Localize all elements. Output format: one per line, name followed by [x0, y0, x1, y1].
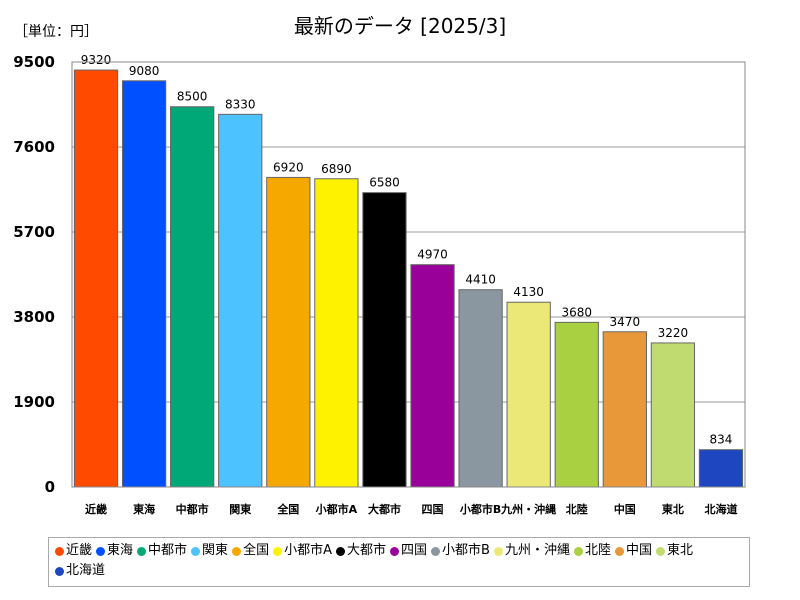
legend-label: 四国	[401, 543, 428, 558]
legend-item: 中都市	[137, 541, 187, 561]
x-tick-label: 関東	[229, 502, 252, 516]
legend-dot	[390, 546, 399, 556]
x-tick-label: 小都市A	[315, 502, 358, 516]
legend-label: 東海	[107, 543, 134, 558]
legend-label: 中国	[625, 543, 652, 558]
x-axis-ticks: 近畿 東海 中都市 関東 全国 小都市A 大都市 四国 小都市B 九州・沖縄 北陸 中国 東北 北海道	[85, 502, 737, 516]
y-tick-label: 3800	[13, 308, 55, 326]
legend-label: 小都市B	[442, 543, 490, 558]
legend-item: 北陸	[573, 541, 611, 561]
bar	[314, 178, 359, 488]
legend-item: 東北	[655, 541, 693, 561]
legend-label: 関東	[202, 543, 229, 558]
bar	[506, 301, 551, 488]
x-tick-label: 中都市	[176, 502, 209, 516]
bar	[73, 69, 119, 488]
legend: 近畿 東海 中都市 関東 全国 小都市A 大都市 四国 小都市B 九州・沖縄 北陸 中国 東北北海道	[48, 537, 750, 587]
legend-dot	[55, 566, 64, 576]
y-tick-label: 7600	[13, 138, 55, 156]
legend-label: 九州・沖縄	[504, 543, 570, 558]
y-tick-label: 1900	[13, 393, 55, 411]
data-label: 834	[710, 433, 733, 447]
bar	[698, 449, 744, 488]
x-tick-label: 東海	[133, 502, 155, 516]
x-tick-label: 大都市	[368, 502, 401, 516]
data-label: 3470	[610, 315, 641, 329]
y-tick-label: 5700	[13, 223, 55, 241]
legend-dot	[614, 546, 624, 556]
legend-label: 近畿	[66, 543, 93, 558]
legend-dot	[232, 546, 242, 556]
legend-dot	[191, 546, 201, 556]
legend-item: 近畿	[55, 541, 92, 561]
data-label: 4130	[513, 285, 544, 299]
legend-label: 大都市	[346, 543, 386, 558]
x-tick-label: 中国	[614, 502, 636, 516]
legend-item: 北海道	[55, 561, 105, 581]
x-tick-label: 北海道	[704, 502, 737, 516]
legend-label: 全国	[243, 543, 270, 558]
legend-label: 東北	[666, 543, 693, 558]
bar	[121, 80, 167, 488]
x-tick-label: 四国	[422, 503, 444, 516]
data-label: 3220	[658, 326, 689, 340]
plot-frame	[71, 61, 746, 488]
data-label: 6890	[321, 162, 352, 176]
x-tick-label: 全国	[276, 502, 299, 516]
legend-dot	[55, 546, 64, 556]
x-tick-label: 九州・沖縄	[500, 502, 556, 516]
data-labels: 9320 9080 8500 8330 6920 6890 6580 4970 4410 4130…	[81, 53, 733, 447]
bar	[554, 321, 599, 488]
legend-label: 中都市	[148, 543, 188, 558]
legend-dot	[273, 546, 283, 556]
x-tick-label: 小都市B	[459, 502, 501, 516]
legend-item: 全国	[232, 541, 269, 561]
bars	[73, 69, 744, 488]
legend-dot	[96, 546, 106, 556]
bar	[266, 176, 311, 488]
data-label: 4970	[417, 248, 448, 262]
bar	[602, 331, 647, 488]
bar	[218, 113, 263, 488]
data-label: 9080	[129, 64, 160, 78]
legend-item: 九州・沖縄	[493, 541, 570, 561]
data-label: 9320	[81, 53, 112, 67]
y-tick-label: 9500	[13, 53, 55, 71]
legend-item: 四国	[390, 541, 427, 561]
legend-dot	[137, 546, 147, 556]
x-tick-label: 北陸	[566, 502, 588, 516]
legend-label: 北陸	[584, 543, 611, 558]
legend-item: 小都市B	[431, 541, 490, 561]
unit-label: ［単位：円］	[14, 24, 98, 40]
bar	[362, 192, 407, 488]
legend-label: 北海道	[66, 563, 106, 578]
bar	[170, 106, 215, 488]
legend-dot	[655, 546, 665, 556]
legend-dot	[431, 546, 441, 556]
data-label: 6920	[273, 160, 304, 174]
legend-item: 中国	[614, 541, 652, 561]
bar	[650, 342, 696, 488]
bar-chart: 最新のデータ [2025/3] ［単位：円］ 0 1900 3800 5700 7600…	[13, 14, 746, 516]
legend-dot	[573, 546, 583, 556]
legend-item: 小都市A	[273, 541, 332, 561]
legend-item: 大都市	[335, 541, 386, 561]
x-tick-label: 近畿	[85, 502, 107, 516]
x-tick-label: 東北	[662, 502, 684, 516]
legend-label: 小都市A	[284, 543, 332, 558]
data-label: 8500	[177, 90, 208, 104]
data-label: 6580	[369, 176, 400, 190]
data-label: 4410	[465, 273, 496, 287]
bar	[410, 264, 455, 488]
bar	[458, 289, 503, 488]
data-label: 8330	[225, 97, 256, 111]
y-tick-label: 0	[45, 478, 55, 496]
data-label: 3680	[561, 305, 592, 319]
legend-dot	[493, 546, 503, 556]
legend-item: 東海	[96, 541, 133, 561]
legend-item: 関東	[191, 541, 228, 561]
legend-dot	[335, 546, 345, 556]
chart-title: 最新のデータ [2025/3]	[294, 14, 506, 38]
y-axis-ticks: 0 1900 3800 5700 7600 9500	[13, 53, 55, 496]
